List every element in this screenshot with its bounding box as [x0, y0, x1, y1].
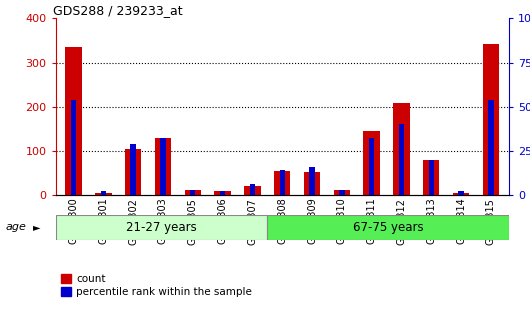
Bar [65, 47, 82, 195]
Bar [160, 138, 166, 195]
Bar [95, 193, 111, 195]
Text: age: age [5, 222, 26, 232]
Bar [488, 99, 493, 195]
Bar [101, 192, 106, 195]
Bar [304, 172, 320, 195]
Bar [458, 192, 464, 195]
Bar [399, 124, 404, 195]
Bar [393, 103, 410, 195]
Bar [56, 215, 267, 240]
Text: GDS288 / 239233_at: GDS288 / 239233_at [54, 4, 183, 17]
Text: 21-27 years: 21-27 years [126, 221, 197, 234]
Legend: count, percentile rank within the sample: count, percentile rank within the sample [61, 274, 252, 297]
Bar [130, 144, 136, 195]
Bar [155, 137, 171, 195]
Bar [244, 186, 261, 195]
Bar [429, 160, 434, 195]
Text: ►: ► [33, 222, 40, 232]
Bar [125, 150, 142, 195]
Bar [339, 190, 344, 195]
Bar [220, 192, 225, 195]
Bar [71, 99, 76, 195]
Bar [423, 161, 439, 195]
Bar [274, 171, 290, 195]
Bar [279, 170, 285, 195]
Bar [190, 190, 196, 195]
Bar [250, 184, 255, 195]
Bar [267, 215, 509, 240]
Bar [215, 192, 231, 195]
Bar [483, 44, 499, 195]
Bar [453, 193, 469, 195]
Bar [334, 191, 350, 195]
Bar [369, 138, 374, 195]
Text: 67-75 years: 67-75 years [352, 221, 423, 234]
Bar [184, 191, 201, 195]
Bar [310, 167, 315, 195]
Bar [364, 131, 380, 195]
